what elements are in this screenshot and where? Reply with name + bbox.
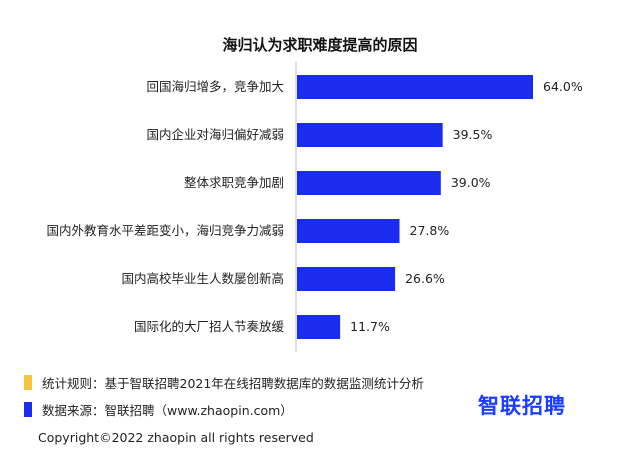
value-label: 39.0%	[451, 175, 491, 190]
bar	[297, 315, 341, 339]
bar-chart: 回国海归增多，竞争加大 64.0% 国内企业对海归偏好减弱 39.5% 整体求职竞争加剧…	[46, 62, 583, 352]
data-source-text: 数据来源：智联招聘（www.zhaopin.com）	[42, 403, 293, 418]
value-label: 39.5%	[453, 127, 493, 142]
data-source-note: 数据来源：智联招聘（www.zhaopin.com）	[24, 400, 293, 419]
stat-rule-note: 统计规则：基于智联招聘2021年在线招聘数据库的数据监测统计分析	[24, 373, 424, 392]
copyright: Copyright©2022 zhaopin all rights reserv…	[38, 430, 314, 445]
category-label: 回国海归增多，竞争加大	[146, 79, 284, 94]
source-swatch	[24, 402, 32, 417]
value-label: 11.7%	[350, 319, 390, 334]
chart-title: 海归认为求职难度提高的原因	[222, 36, 418, 54]
rule-swatch	[24, 375, 32, 390]
category-label: 国内外教育水平差距变小，海归竞争力减弱	[46, 223, 284, 238]
category-label: 整体求职竞争加剧	[184, 175, 284, 190]
bar	[297, 171, 441, 195]
category-label: 国际化的大厂招人节奏放缓	[134, 319, 285, 334]
bar	[297, 123, 443, 147]
value-label: 64.0%	[543, 79, 583, 94]
zhaopin-logo: 智联招聘	[478, 394, 566, 418]
value-label: 27.8%	[410, 223, 450, 238]
stat-rule-text: 统计规则：基于智联招聘2021年在线招聘数据库的数据监测统计分析	[42, 376, 424, 391]
category-label: 国内企业对海归偏好减弱	[146, 127, 284, 142]
bar	[297, 75, 533, 99]
category-label: 国内高校毕业生人数屡创新高	[121, 271, 284, 286]
bar	[297, 267, 396, 291]
bar	[297, 219, 400, 243]
value-label: 26.6%	[405, 271, 445, 286]
